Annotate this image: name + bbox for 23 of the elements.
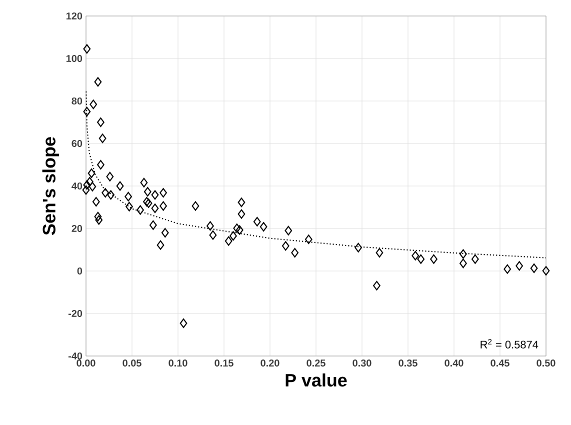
x-axis-title: P value (286, 373, 347, 387)
y-tick-label: 80 (72, 97, 82, 105)
x-tick-label: 0.10 (168, 360, 188, 367)
x-tick-label: 0.20 (260, 360, 280, 367)
x-tick-label: 0.50 (536, 360, 556, 367)
x-tick-label: 0.30 (352, 360, 372, 367)
x-tick-label: 0.35 (398, 360, 418, 367)
x-tick-label: 0.25 (306, 360, 326, 367)
y-tick-label: 100 (66, 54, 82, 62)
y-tick-label: 120 (66, 12, 82, 20)
y-tick-label: 0 (77, 267, 82, 275)
x-tick-label: 0.05 (122, 360, 142, 367)
x-tick-label: 0.00 (76, 360, 96, 367)
y-tick-label: -40 (68, 352, 82, 360)
x-tick-label: 0.45 (490, 360, 510, 367)
y-tick-label: 40 (72, 182, 82, 190)
x-tick-label: 0.15 (214, 360, 234, 367)
y-tick-label: -20 (68, 310, 82, 318)
y-tick-label: 20 (72, 224, 82, 232)
y-axis-title: Sen's slope (42, 137, 60, 235)
x-tick-label: 0.40 (444, 360, 464, 367)
annotation: R$^{2}$ = 0.5874 (480, 339, 538, 348)
y-tick-label: 60 (72, 140, 82, 148)
